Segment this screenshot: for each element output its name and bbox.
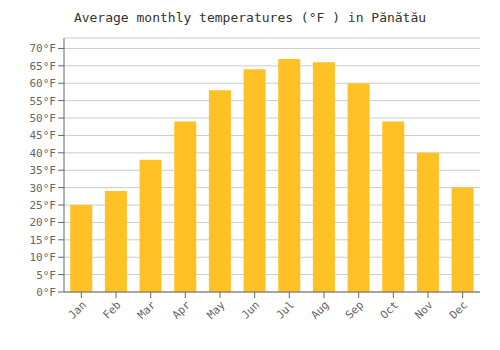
svg-text:Jun: Jun (239, 298, 262, 321)
svg-text:Apr: Apr (170, 298, 194, 322)
svg-text:Sep: Sep (343, 298, 366, 321)
svg-text:70°F: 70°F (30, 42, 57, 55)
svg-text:5°F: 5°F (36, 269, 56, 282)
svg-text:Oct: Oct (378, 298, 401, 321)
svg-text:0°F: 0°F (36, 286, 56, 299)
svg-text:40°F: 40°F (30, 147, 57, 160)
svg-text:50°F: 50°F (30, 112, 57, 125)
svg-text:30°F: 30°F (30, 182, 57, 195)
svg-text:65°F: 65°F (30, 60, 57, 73)
svg-text:10°F: 10°F (30, 251, 57, 264)
svg-text:20°F: 20°F (30, 216, 57, 229)
svg-text:25°F: 25°F (30, 199, 57, 212)
svg-text:May: May (204, 298, 228, 322)
svg-text:Jul: Jul (274, 298, 297, 321)
svg-text:60°F: 60°F (30, 77, 57, 90)
svg-text:Jan: Jan (66, 298, 89, 321)
svg-text:15°F: 15°F (30, 234, 57, 247)
svg-text:Aug: Aug (308, 298, 331, 321)
svg-text:35°F: 35°F (30, 164, 57, 177)
html-text:Average monthly temperatures (: Average monthly temperatures (°F ) in Pă… (73, 10, 427, 25)
svg-text:Dec: Dec (447, 298, 470, 321)
svg-text:55°F: 55°F (30, 95, 57, 108)
svg-text:Nov: Nov (412, 298, 436, 322)
svg-text:Mar: Mar (135, 298, 159, 322)
svg-text:Feb: Feb (100, 298, 123, 321)
svg-text:45°F: 45°F (30, 129, 57, 142)
